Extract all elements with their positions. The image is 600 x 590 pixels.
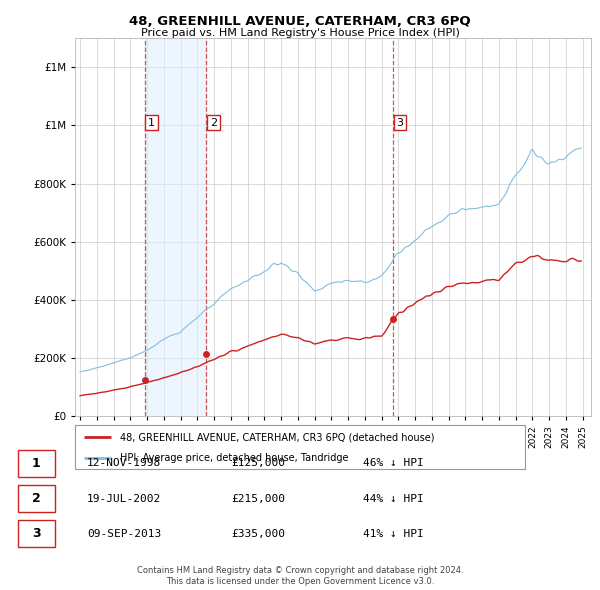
- FancyBboxPatch shape: [18, 485, 55, 512]
- Text: 12-NOV-1998: 12-NOV-1998: [87, 458, 161, 468]
- Text: £335,000: £335,000: [231, 529, 285, 539]
- Text: HPI: Average price, detached house, Tandridge: HPI: Average price, detached house, Tand…: [120, 453, 349, 463]
- Text: 1: 1: [148, 117, 155, 127]
- Text: £215,000: £215,000: [231, 494, 285, 503]
- Bar: [145, 38, 206, 416]
- Text: 41% ↓ HPI: 41% ↓ HPI: [364, 529, 424, 539]
- FancyBboxPatch shape: [18, 520, 55, 548]
- Text: 48, GREENHILL AVENUE, CATERHAM, CR3 6PQ: 48, GREENHILL AVENUE, CATERHAM, CR3 6PQ: [129, 15, 471, 28]
- Text: 3: 3: [397, 117, 404, 127]
- Text: £125,000: £125,000: [231, 458, 285, 468]
- Text: 19-JUL-2002: 19-JUL-2002: [87, 494, 161, 503]
- Text: 3: 3: [32, 527, 41, 540]
- Text: 2: 2: [209, 117, 217, 127]
- Text: This data is licensed under the Open Government Licence v3.0.: This data is licensed under the Open Gov…: [166, 577, 434, 586]
- Text: Price paid vs. HM Land Registry's House Price Index (HPI): Price paid vs. HM Land Registry's House …: [140, 28, 460, 38]
- Text: 48, GREENHILL AVENUE, CATERHAM, CR3 6PQ (detached house): 48, GREENHILL AVENUE, CATERHAM, CR3 6PQ …: [120, 432, 434, 442]
- Text: Contains HM Land Registry data © Crown copyright and database right 2024.: Contains HM Land Registry data © Crown c…: [137, 566, 463, 575]
- Text: 44% ↓ HPI: 44% ↓ HPI: [364, 494, 424, 503]
- Text: 09-SEP-2013: 09-SEP-2013: [87, 529, 161, 539]
- Text: 2: 2: [32, 492, 41, 505]
- Text: 46% ↓ HPI: 46% ↓ HPI: [364, 458, 424, 468]
- Text: 1: 1: [32, 457, 41, 470]
- FancyBboxPatch shape: [18, 450, 55, 477]
